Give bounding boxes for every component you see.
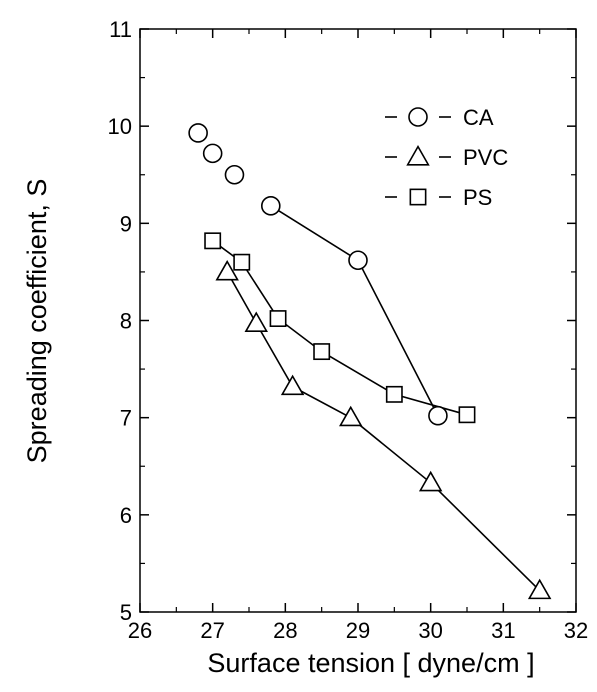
ticks-group: 26 27 28 29 30 31 32 5 6 7 8 9 10 11: [108, 17, 589, 643]
y-axis-title: Spreading coefficient, S: [22, 179, 52, 464]
point-pvc-1: [244, 311, 268, 332]
x-tick-label-30: 30: [418, 618, 442, 643]
legend-label-ca: CA: [463, 105, 494, 130]
point-ca-3: [260, 196, 281, 216]
y-tick-label-6: 6: [120, 503, 132, 528]
point-pvc-3: [339, 405, 363, 427]
legend-marker-pvc: [406, 145, 430, 166]
point-ps-2: [269, 310, 287, 328]
plot-frame: [139, 28, 577, 613]
series-line-pvc: [226, 271, 541, 592]
x-tick-label-28: 28: [273, 618, 297, 643]
legend-label-pvc: PVC: [463, 145, 508, 170]
point-pvc-2: [280, 374, 305, 396]
point-ca-5: [428, 405, 448, 426]
series-markers-group: [188, 123, 552, 600]
point-ps-0: [204, 232, 222, 250]
y-tick-label-7: 7: [120, 406, 132, 431]
point-pvc-4: [418, 470, 443, 492]
x-tick-label-26: 26: [128, 618, 152, 643]
point-ps-1: [233, 253, 251, 271]
point-pvc-0: [215, 259, 239, 281]
point-ca-4: [348, 250, 368, 271]
legend: CA PVC PS: [385, 105, 508, 210]
series-lines-group: [212, 205, 541, 592]
legend-marker-ps: [409, 188, 427, 206]
y-tick-label-5: 5: [120, 600, 132, 625]
y-tick-label-8: 8: [120, 309, 132, 334]
point-ca-1: [202, 143, 223, 164]
legend-label-ps: PS: [463, 185, 492, 210]
point-ps-5: [458, 406, 476, 424]
legend-marker-ca: [408, 107, 428, 127]
x-tick-label-29: 29: [346, 618, 370, 643]
point-pvc-5: [527, 578, 552, 600]
point-ca-2: [224, 164, 245, 185]
y-tick-label-10: 10: [108, 114, 132, 139]
point-ps-4: [385, 385, 403, 403]
plot-frame-group: [139, 28, 577, 613]
x-tick-label-27: 27: [200, 618, 224, 643]
x-tick-label-31: 31: [491, 618, 515, 643]
x-tick-label-32: 32: [564, 618, 588, 643]
y-tick-label-11: 11: [109, 17, 132, 42]
x-axis-title: Surface tension [ dyne/cm ]: [207, 648, 534, 678]
point-ps-3: [313, 343, 331, 361]
y-tick-label-9: 9: [120, 211, 132, 236]
point-ca-0: [188, 123, 208, 143]
